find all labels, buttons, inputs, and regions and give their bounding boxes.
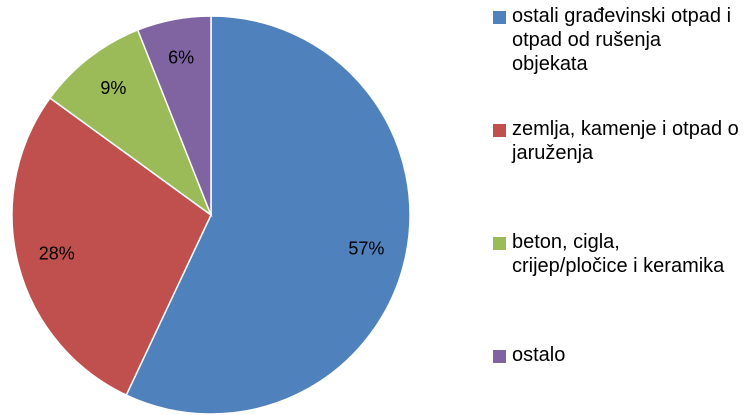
legend-label: ostalo (512, 344, 566, 366)
data-label: 28% (39, 243, 75, 263)
legend-swatch (493, 350, 506, 363)
data-label: 57% (348, 238, 384, 258)
legend-label: ostali građevinski otpad i otpad od ruše… (512, 5, 732, 75)
pie-slice (125, 15, 411, 415)
legend-label: zemlja, kamenje i otpad o jaruženja (512, 118, 739, 164)
legend-swatch (493, 237, 506, 250)
legend-entry: ostalo (493, 343, 740, 367)
legend-label: beton, cigla, crijep/pločice i keramika (512, 231, 725, 277)
data-label: 6% (168, 47, 194, 67)
pie-slice (11, 96, 212, 397)
pie-slice (136, 15, 212, 216)
legend-entry: zemlja, kamenje i otpad o jaruženja (493, 117, 740, 165)
legend-swatch (493, 124, 506, 137)
data-label: 9% (100, 78, 126, 98)
legend-entry: ostali građevinski otpad i otpad od ruše… (493, 4, 740, 76)
legend-swatch (493, 11, 506, 24)
legend-entry: beton, cigla, crijep/pločice i keramika (493, 230, 740, 278)
pie-slice (48, 29, 213, 218)
